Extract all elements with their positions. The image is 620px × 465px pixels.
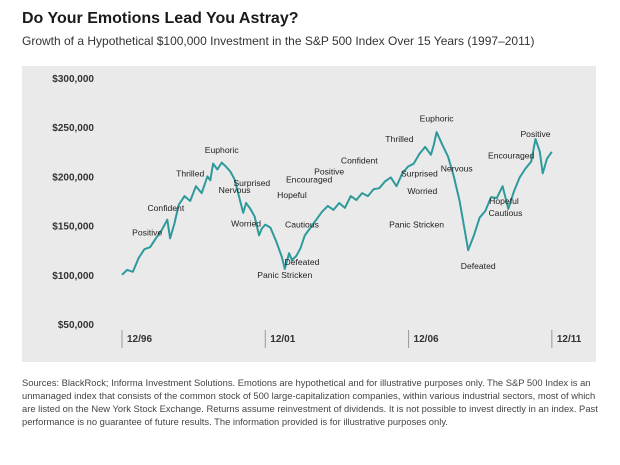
y-tick-label: $250,000 xyxy=(52,123,94,134)
chart-subtitle: Growth of a Hypothetical $100,000 Invest… xyxy=(22,34,535,48)
emotion-label: Worried xyxy=(231,219,261,229)
emotion-label: Confident xyxy=(341,156,378,166)
emotion-label: Surprised xyxy=(233,178,270,188)
source-footnote: Sources: BlackRock; Informa Investment S… xyxy=(22,377,598,427)
emotion-label: Cautious xyxy=(285,220,319,230)
emotion-label: Euphoric xyxy=(205,145,240,155)
emotion-label: Positive xyxy=(314,166,344,176)
y-tick-label: $50,000 xyxy=(58,320,95,331)
emotion-label: Hopeful xyxy=(277,190,307,200)
emotion-label: Nervous xyxy=(441,163,473,173)
chart-panel xyxy=(22,66,596,362)
emotion-label: Hopeful xyxy=(489,196,519,206)
emotion-label: Confident xyxy=(147,203,184,213)
line-chart: $50,000 $100,000 $150,000 $200,000 $250,000 $… xyxy=(52,74,582,348)
y-tick-label: $150,000 xyxy=(52,222,94,233)
x-tick-label: 12/01 xyxy=(270,334,295,345)
y-tick-label: $300,000 xyxy=(52,74,94,85)
emotion-label: Nervous xyxy=(219,185,251,195)
x-tick-label: 12/11 xyxy=(557,334,582,345)
emotion-label: Encouraged xyxy=(488,151,535,161)
x-tick-label: 12/06 xyxy=(414,334,439,345)
emotion-label: Worried xyxy=(407,186,437,196)
y-tick-label: $100,000 xyxy=(52,271,94,282)
emotion-label: Defeated xyxy=(461,261,496,271)
series-line xyxy=(121,131,553,276)
emotion-label: Euphoric xyxy=(420,113,455,123)
emotion-label: Positive xyxy=(132,227,162,237)
x-tick-label: 12/96 xyxy=(127,334,152,345)
emotion-label: Thrilled xyxy=(385,134,413,144)
emotion-label: Panic Stricken xyxy=(389,220,444,230)
emotion-label: Cautious xyxy=(488,208,522,218)
emotion-label: Surprised xyxy=(401,168,438,178)
emotion-label: Defeated xyxy=(285,257,320,267)
emotion-label: Thrilled xyxy=(176,168,204,178)
emotion-label: Positive xyxy=(520,129,550,139)
chart-title: Do Your Emotions Lead You Astray? xyxy=(22,10,299,27)
y-tick-label: $200,000 xyxy=(52,172,94,183)
emotion-label: Panic Stricken xyxy=(257,270,312,280)
emotion-label: Encouraged xyxy=(286,174,333,184)
